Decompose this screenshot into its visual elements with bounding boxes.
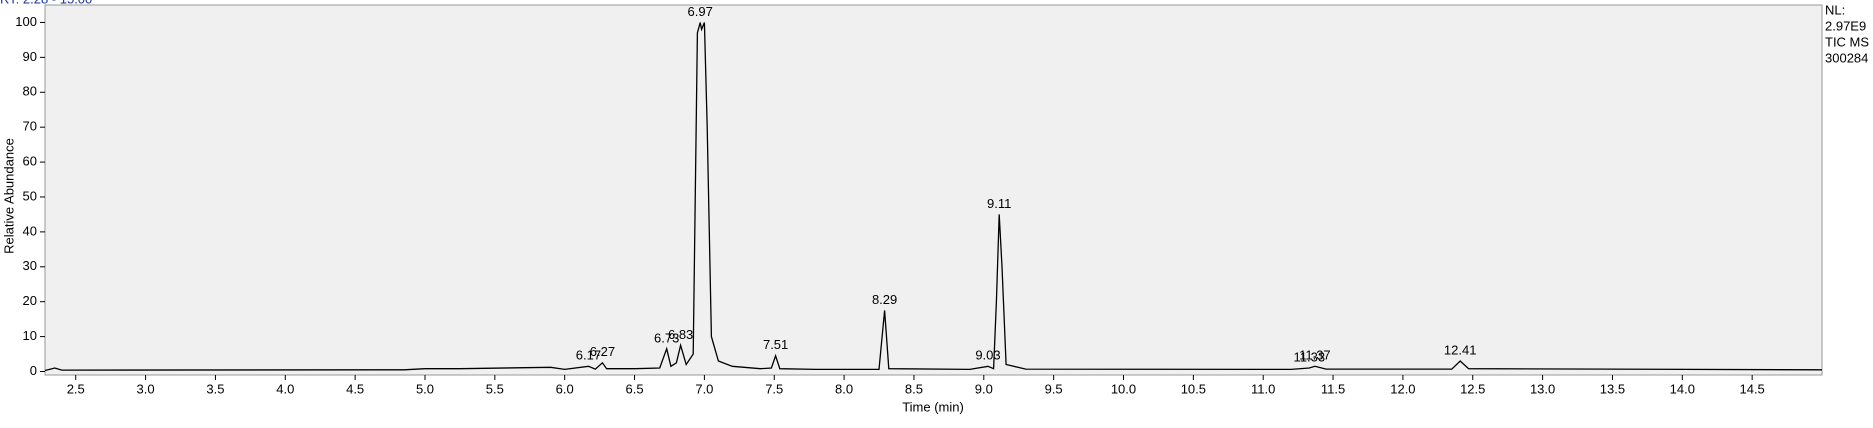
y-tick-label: 80 (23, 84, 37, 99)
peak-label: 12.41 (1444, 342, 1477, 357)
x-tick-label: 6.5 (626, 381, 644, 396)
y-tick-label: 0 (30, 363, 37, 378)
y-tick-label: 70 (23, 119, 37, 134)
peak-label: 6.73 (654, 330, 679, 345)
x-tick-label: 11.0 (1251, 381, 1275, 396)
peak-label: 6.27 (590, 344, 615, 359)
x-tick-label: 12.5 (1460, 381, 1485, 396)
x-tick-label: 14.0 (1670, 381, 1695, 396)
x-tick-label: 4.5 (346, 381, 364, 396)
x-tick-label: 5.0 (416, 381, 434, 396)
y-tick-label: 20 (23, 293, 37, 308)
y-tick-label: 40 (23, 223, 37, 238)
x-tick-label: 2.5 (67, 381, 85, 396)
y-tick-label: 60 (23, 154, 37, 169)
x-tick-label: 7.5 (765, 381, 783, 396)
x-tick-label: 5.5 (486, 381, 504, 396)
x-tick-label: 6.0 (556, 381, 574, 396)
x-tick-label: 7.0 (695, 381, 713, 396)
x-tick-label: 11.5 (1321, 381, 1345, 396)
plot-area (44, 4, 1823, 376)
peak-label: 11.37 (1299, 348, 1331, 363)
peak-label: 6.17 (576, 348, 601, 363)
x-tick-label: 8.0 (835, 381, 853, 396)
y-tick-label: 90 (23, 49, 37, 64)
info-text: 2.97E9 (1825, 18, 1866, 33)
x-tick-label: 9.5 (1045, 381, 1063, 396)
peak-label: 9.03 (975, 348, 1000, 363)
x-tick-label: 10.0 (1111, 381, 1136, 396)
info-text: 300284 (1825, 50, 1868, 65)
peak-label: 9.11 (987, 196, 1011, 211)
trace (44, 22, 1823, 372)
x-axis-title: Time (min) (902, 399, 964, 414)
x-tick-label: 13.0 (1530, 381, 1555, 396)
y-tick-label: 10 (23, 328, 37, 343)
x-tick-label: 12.0 (1390, 381, 1415, 396)
y-axis-title: Relative Abundance (1, 138, 16, 254)
x-tick-label: 3.5 (206, 381, 224, 396)
range-label: RT: 2.28 - 15.00 (0, 0, 92, 6)
y-tick-label: 100 (15, 14, 37, 29)
x-tick-label: 10.5 (1181, 381, 1206, 396)
x-tick-label: 9.0 (975, 381, 993, 396)
info-text: NL: (1825, 2, 1845, 17)
peak-label: 8.29 (872, 292, 897, 307)
info-text: TIC MS (1825, 34, 1869, 49)
peak-label: 7.51 (763, 337, 788, 352)
x-tick-label: 13.5 (1600, 381, 1625, 396)
peak-label: 11.33 (1294, 349, 1326, 364)
peak-label: 6.83 (668, 327, 693, 342)
y-tick-label: 50 (23, 188, 37, 203)
x-tick-label: 14.5 (1739, 381, 1764, 396)
peak-label: 6.97 (688, 4, 713, 19)
x-tick-label: 8.5 (905, 381, 923, 396)
x-tick-label: 3.0 (137, 381, 155, 396)
x-tick-label: 4.0 (276, 381, 294, 396)
y-tick-label: 30 (23, 258, 37, 273)
